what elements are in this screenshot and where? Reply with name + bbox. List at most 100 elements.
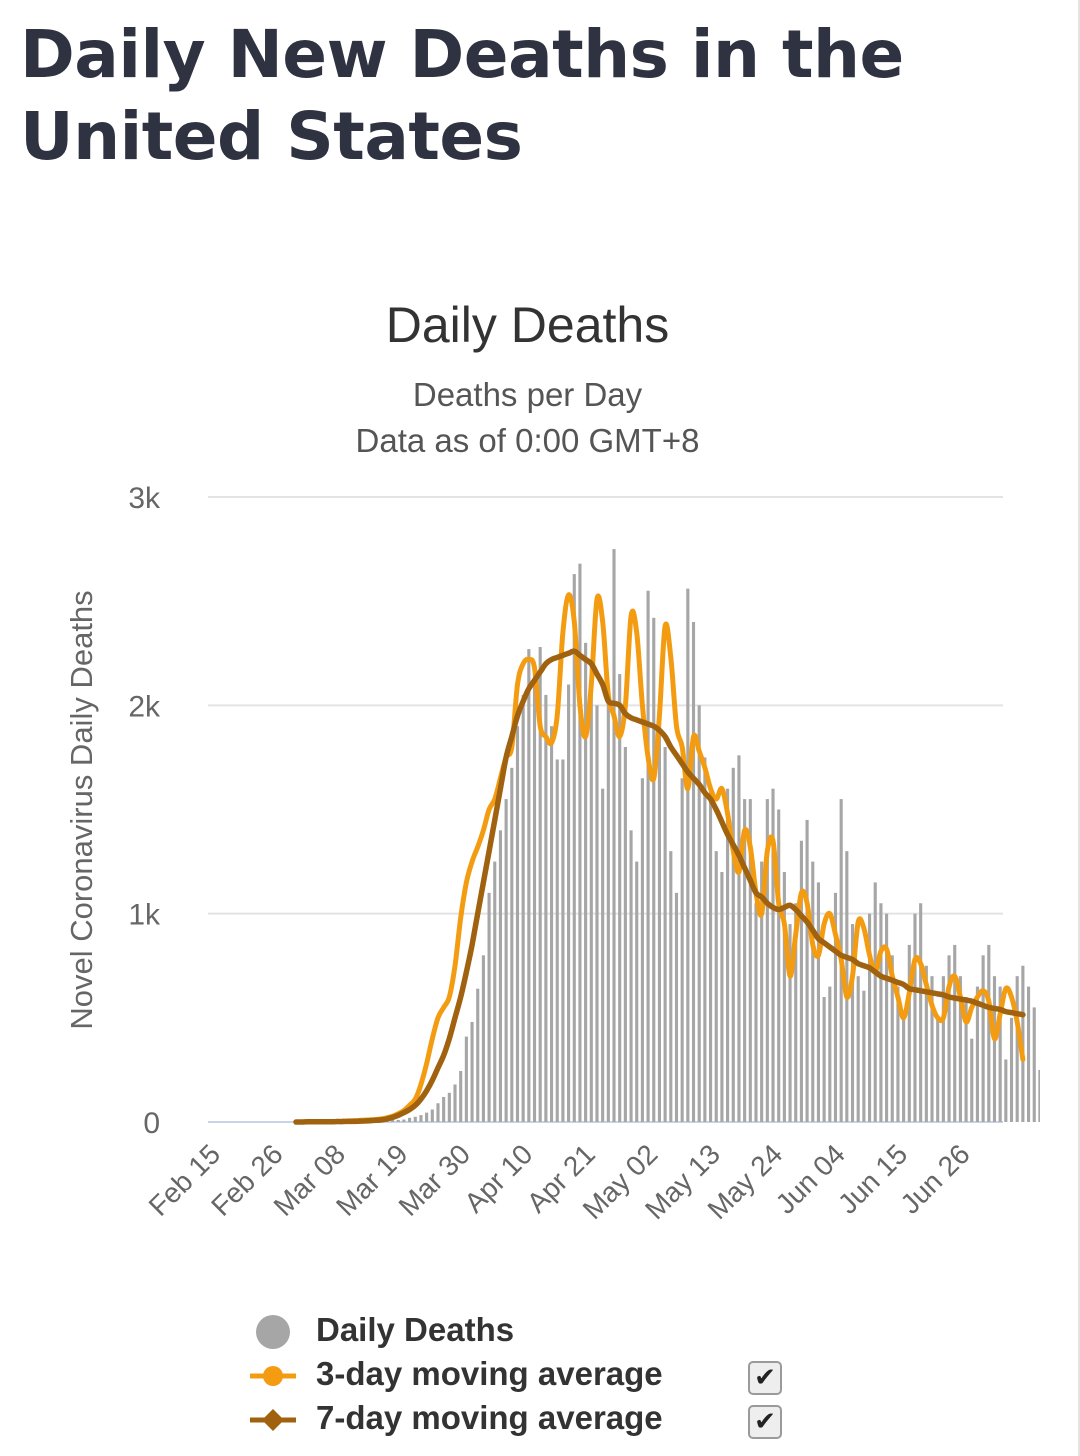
bar	[930, 976, 934, 1122]
bar	[538, 647, 542, 1122]
bar	[481, 955, 485, 1122]
y-axis-label: Novel Coronavirus Daily Deaths	[64, 590, 99, 1029]
bar	[646, 590, 650, 1122]
bar	[436, 1103, 440, 1122]
bar	[578, 563, 582, 1122]
line-series	[293, 592, 1026, 1125]
bar	[396, 1119, 400, 1122]
y-axis: 0 1k 2k 3k	[128, 482, 161, 1140]
bar	[515, 726, 520, 1122]
y-tick-label: 3k	[128, 482, 161, 515]
x-tick-label: Apr 10	[458, 1138, 538, 1218]
y-tick-label: 2k	[128, 690, 161, 723]
bar	[987, 944, 991, 1122]
bar	[828, 986, 832, 1122]
bar	[703, 757, 707, 1122]
legend-item-7-day-average[interactable]: 7-day moving average ✔	[250, 1399, 810, 1439]
bar	[498, 830, 503, 1122]
bar	[794, 903, 798, 1122]
bar	[1026, 986, 1031, 1122]
legend-label: 3-day moving average	[316, 1355, 663, 1392]
bar	[811, 861, 815, 1122]
bar	[572, 574, 576, 1122]
bar	[521, 694, 525, 1122]
bar	[799, 840, 803, 1122]
bar	[459, 1070, 463, 1122]
bar	[1004, 1059, 1008, 1122]
bar	[947, 955, 951, 1122]
bar	[1015, 976, 1019, 1122]
bar	[470, 1022, 474, 1122]
bar	[663, 747, 667, 1122]
legend-label: Daily Deaths	[316, 1311, 515, 1348]
bar	[464, 1036, 468, 1122]
legend-checkbox-7-day[interactable]: ✔	[748, 1405, 782, 1439]
bar	[567, 684, 571, 1122]
x-tick-label: Jun 26	[894, 1138, 975, 1219]
bar	[601, 788, 605, 1122]
bar	[618, 674, 622, 1122]
bar	[623, 747, 627, 1122]
circle-icon	[256, 1315, 290, 1349]
bar	[981, 955, 985, 1122]
bar	[549, 726, 554, 1122]
bar	[822, 997, 826, 1122]
bar	[629, 830, 633, 1122]
bar	[788, 924, 792, 1122]
bar	[425, 1112, 429, 1122]
bar	[413, 1116, 417, 1122]
bar	[640, 778, 644, 1122]
bar	[748, 799, 752, 1122]
bar	[419, 1115, 423, 1122]
bar	[686, 588, 690, 1122]
bar	[760, 861, 764, 1122]
bar	[708, 788, 713, 1122]
right-border	[1078, 0, 1080, 1456]
x-tick-label: Jun 15	[832, 1138, 913, 1219]
line-7-day-moving-average	[293, 648, 1026, 1125]
bar	[850, 924, 855, 1122]
bar	[635, 861, 639, 1122]
bar	[510, 767, 514, 1122]
bar	[612, 549, 616, 1122]
bar	[958, 976, 962, 1122]
bar	[402, 1119, 406, 1122]
bar	[476, 988, 480, 1122]
legend-item-3-day-average[interactable]: 3-day moving average ✔	[250, 1355, 810, 1395]
bar	[885, 913, 889, 1122]
line-3-day-moving-average	[293, 592, 1026, 1125]
bar	[726, 788, 730, 1122]
legend: Daily Deaths 3-day moving average ✔ 7-da…	[250, 1311, 810, 1451]
bar	[953, 944, 957, 1122]
chart-data-as-of: Data as of 0:00 GMT+8	[355, 422, 700, 459]
chart-title: Daily Deaths	[385, 297, 670, 353]
legend-label: 7-day moving average	[316, 1399, 663, 1436]
bar	[674, 892, 679, 1122]
bar	[737, 755, 741, 1122]
bar	[743, 799, 747, 1122]
bar	[442, 1097, 446, 1122]
bar	[964, 997, 968, 1122]
bar	[408, 1117, 412, 1122]
legend-checkbox-3-day[interactable]: ✔	[748, 1361, 782, 1395]
bar	[584, 642, 588, 1122]
x-tick-label: Jun 04	[770, 1138, 851, 1219]
bar	[714, 851, 718, 1122]
page-title: Daily New Deaths in the United States	[20, 16, 904, 175]
bar	[652, 617, 656, 1122]
bar	[765, 799, 769, 1122]
y-tick-label: 1k	[128, 899, 161, 932]
bar	[430, 1109, 434, 1122]
bar	[720, 872, 724, 1122]
chart-subtitle: Deaths per Day	[412, 376, 643, 413]
bar	[992, 976, 997, 1122]
gridlines	[208, 496, 1003, 1123]
legend-item-daily-deaths[interactable]: Daily Deaths	[250, 1311, 810, 1351]
bar	[777, 809, 781, 1122]
bar	[657, 705, 662, 1122]
bar	[544, 694, 548, 1122]
bar	[390, 1119, 395, 1122]
bar	[669, 851, 673, 1122]
